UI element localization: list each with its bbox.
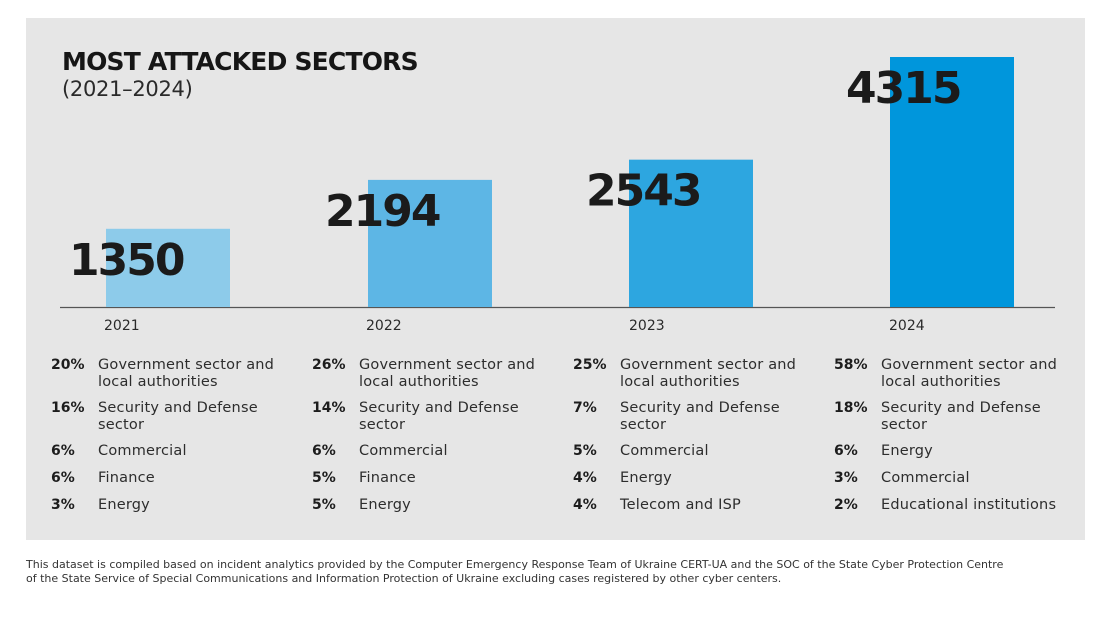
sector-percent: 4% (573, 497, 597, 513)
sector-percent: 3% (51, 497, 75, 513)
sector-row: 58% Government sector and local authoriti… (834, 357, 1084, 390)
bars-layer (106, 57, 1014, 307)
sector-percent: 5% (573, 443, 597, 459)
sector-list-2024: 58% Government sector and local authoriti… (834, 357, 1084, 524)
sector-percent: 16% (51, 400, 85, 416)
sector-label: Commercial (359, 443, 448, 459)
sector-row: 6% Commercial (312, 443, 562, 460)
sector-label: Educational institutions (881, 497, 1057, 513)
sector-percent: 14% (312, 400, 346, 416)
sector-label: Commercial (620, 443, 709, 459)
sector-label: Government sector and local authorities (620, 357, 797, 390)
sector-label: Energy (359, 497, 411, 513)
sector-percent: 5% (312, 497, 336, 513)
sector-percent: 26% (312, 357, 346, 373)
sector-label: Security and Defense sector (98, 400, 258, 433)
bar-2024 (890, 57, 1014, 307)
sector-percent: 58% (834, 357, 868, 373)
bar-2021 (106, 228, 230, 307)
sector-percent: 25% (573, 357, 607, 373)
sector-label: Commercial (98, 443, 187, 459)
sector-percent: 18% (834, 400, 868, 416)
sector-percent: 4% (573, 470, 597, 486)
bar-2023 (629, 159, 753, 307)
labels-layer: 1350 2021 2194 2022 2543 2023 4315 2024 (69, 63, 962, 334)
bar-chart: 1350 2021 2194 2022 2543 2023 4315 2024 (60, 57, 1055, 334)
sector-label: Security and Defense sector (620, 400, 780, 433)
sector-row: 6% Finance (51, 470, 301, 487)
sector-row: 3% Energy (51, 497, 301, 514)
sector-label: Finance (98, 470, 155, 486)
chart-subtitle: (2021–2024) (62, 77, 193, 101)
sector-label: Commercial (881, 470, 970, 486)
sector-row: 4% Telecom and ISP (573, 497, 823, 514)
sector-row: 5% Energy (312, 497, 562, 514)
sector-percent: 6% (312, 443, 336, 459)
sector-row: 26% Government sector and local authoriti… (312, 357, 562, 390)
sector-row: 3% Commercial (834, 470, 1084, 487)
sector-label: Finance (359, 470, 416, 486)
sector-label: Government sector and local authorities (98, 357, 275, 390)
sector-label: Energy (620, 470, 672, 486)
bar-2022 (368, 179, 492, 307)
sector-label: Government sector and local authorities (359, 357, 536, 390)
sector-row: 18% Security and Defense sector (834, 400, 1084, 433)
sector-percent: 5% (312, 470, 336, 486)
sector-label: Energy (98, 497, 150, 513)
sector-row: 2% Educational institutions (834, 497, 1084, 514)
sector-label: Security and Defense sector (359, 400, 519, 433)
sector-row: 7% Security and Defense sector (573, 400, 823, 433)
sector-percent: 6% (51, 443, 75, 459)
x-tick-label-2023: 2023 (629, 318, 665, 334)
sector-row: 5% Commercial (573, 443, 823, 460)
sector-row: 14% Security and Defense sector (312, 400, 562, 433)
sector-label: Security and Defense sector (881, 400, 1041, 433)
sector-list-2021: 20% Government sector and local authoriti… (51, 357, 301, 524)
sector-row: 20% Government sector and local authoriti… (51, 357, 301, 390)
x-tick-label-2024: 2024 (889, 318, 925, 334)
footnote: This dataset is compiled based on incide… (26, 558, 1004, 585)
sector-list-2023: 25% Government sector and local authoriti… (573, 357, 823, 524)
sector-percent: 3% (834, 470, 858, 486)
sector-percent: 7% (573, 400, 597, 416)
chart-title: MOST ATTACKED SECTORS (62, 47, 419, 76)
sector-percent: 6% (834, 443, 858, 459)
sector-label: Energy (881, 443, 933, 459)
x-tick-label-2021: 2021 (104, 318, 140, 334)
value-label-2021: 1350 (69, 235, 184, 286)
x-tick-label-2022: 2022 (366, 318, 402, 334)
sector-row: 5% Finance (312, 470, 562, 487)
value-label-2023: 2543 (586, 166, 700, 217)
sector-row: 25% Government sector and local authoriti… (573, 357, 823, 390)
sector-percent: 2% (834, 497, 858, 513)
sector-row: 4% Energy (573, 470, 823, 487)
sector-row: 6% Energy (834, 443, 1084, 460)
sector-percent: 20% (51, 357, 85, 373)
value-label-2022: 2194 (325, 186, 440, 237)
sector-label: Government sector and local authorities (881, 357, 1058, 390)
sector-label: Telecom and ISP (620, 497, 741, 513)
sector-row: 16% Security and Defense sector (51, 400, 301, 433)
sector-percent: 6% (51, 470, 75, 486)
value-label-2024: 4315 (846, 63, 960, 114)
sector-list-2022: 26% Government sector and local authoriti… (312, 357, 562, 524)
sector-row: 6% Commercial (51, 443, 301, 460)
